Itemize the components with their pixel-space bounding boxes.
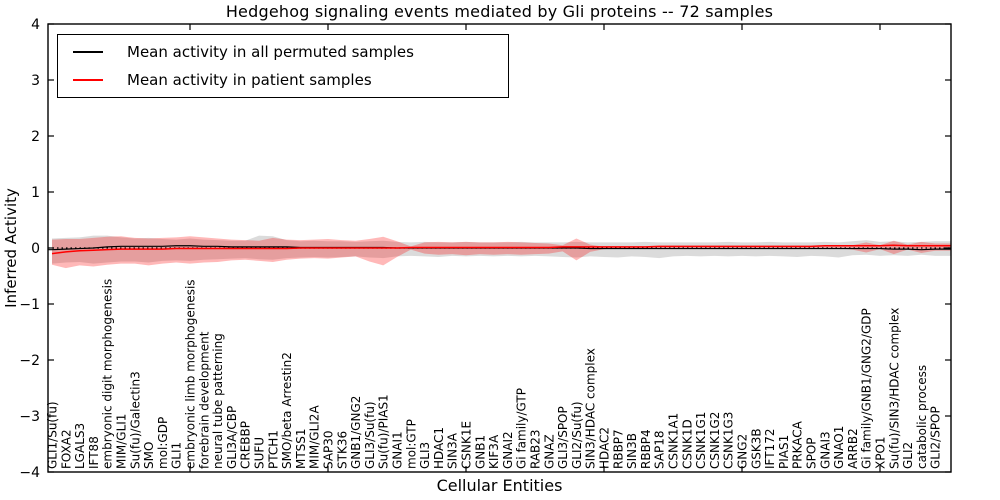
x-category-label: FOXA2 xyxy=(59,429,73,469)
y-tick-label: 1 xyxy=(31,185,40,201)
x-category-label: GNAI3 xyxy=(818,431,832,469)
x-category-label: STK36 xyxy=(335,431,349,469)
x-category-label: mol:GTP xyxy=(404,419,418,469)
x-category-label: Gi family/GTP xyxy=(515,388,529,469)
legend-entry-permuted: Mean activity in all permuted samples xyxy=(58,38,508,66)
patient-std-band xyxy=(52,236,951,269)
y-tick-label: −3 xyxy=(19,409,40,425)
x-category-label: CSNK1D xyxy=(680,419,694,469)
x-category-label: GLI2/SPOP xyxy=(929,406,943,469)
x-category-label: MIM/GLI1 xyxy=(115,414,129,469)
x-category-label: SAP18 xyxy=(653,430,667,469)
x-category-label: KIF3A xyxy=(487,434,501,469)
x-category-label: embryonic digit morphogenesis xyxy=(101,279,115,469)
x-category-label: GNAI2 xyxy=(501,431,515,469)
x-category-label: GSK3B xyxy=(749,428,763,469)
x-category-label: mol:GDP xyxy=(156,417,170,469)
x-category-label: CSNK1G2 xyxy=(708,412,722,469)
x-category-label: forebrain development xyxy=(197,331,211,469)
x-category-label: GLI3 xyxy=(418,442,432,469)
x-category-label: IFT88 xyxy=(87,436,101,469)
x-category-label: GLI2 xyxy=(901,442,915,469)
x-category-label: GNAI1 xyxy=(391,431,405,469)
x-category-label: PTCH1 xyxy=(266,430,280,469)
x-category-label: PRKACA xyxy=(791,420,805,469)
x-category-label: GLI1/Su(fu) xyxy=(46,401,60,469)
x-category-label: SIN3/HDAC complex xyxy=(584,348,598,469)
legend-line-black xyxy=(73,51,103,53)
x-category-label: GNAO1 xyxy=(832,426,846,469)
x-category-label: HDAC2 xyxy=(598,427,612,469)
y-tick-label: 3 xyxy=(31,73,40,89)
x-category-label: RBBP7 xyxy=(611,429,625,469)
x-category-label: GNB1 xyxy=(473,435,487,469)
x-category-label: SPOP xyxy=(805,437,819,469)
x-category-label: RBBP4 xyxy=(639,429,653,469)
chart-title: Hedgehog signaling events mediated by Gl… xyxy=(225,2,774,21)
legend: Mean activity in all permuted samples Me… xyxy=(57,34,509,98)
x-category-label: Gi family/GNB1/GNG2/GDP xyxy=(860,308,874,469)
x-category-label: CSNK1G3 xyxy=(722,412,736,469)
x-category-label: GLI2/Su(fu) xyxy=(570,401,584,469)
permuted-std-band xyxy=(52,235,951,264)
x-category-label: SUFU xyxy=(253,437,267,469)
y-tick-label: −2 xyxy=(19,353,40,369)
x-category-label: GLI1 xyxy=(170,442,184,469)
legend-label: Mean activity in patient samples xyxy=(127,71,372,89)
x-category-label: MTSS1 xyxy=(294,428,308,469)
patient-mean-line xyxy=(51,244,951,255)
x-category-label: IFT172 xyxy=(763,429,777,469)
x-category-label: PIAS1 xyxy=(777,435,791,469)
x-category-label: GNAZ xyxy=(542,434,556,469)
x-category-label: HDAC1 xyxy=(432,427,446,469)
x-category-label: SMO xyxy=(142,442,156,469)
x-category-label: embryonic limb morphogenesis xyxy=(184,279,198,469)
x-category-label: SMO/beta Arrestin2 xyxy=(280,352,294,469)
x-category-label: catabolic process xyxy=(915,365,929,469)
y-tick-label: −1 xyxy=(19,297,40,313)
y-tick-label: 4 xyxy=(31,17,40,33)
x-category-label: Su(fu)/PIAS1 xyxy=(377,394,391,469)
x-category-label: ARRB2 xyxy=(846,428,860,469)
x-category-label: XPO1 xyxy=(874,436,888,469)
x-axis-label: Cellular Entities xyxy=(436,476,563,495)
x-category-label: RAB23 xyxy=(529,429,543,469)
x-category-label: SIN3B xyxy=(625,433,639,469)
x-category-label: neural tube patterning xyxy=(211,333,225,469)
x-category-label: CSNK1E xyxy=(460,421,474,469)
legend-line-red xyxy=(73,79,103,81)
y-tick-label: 2 xyxy=(31,129,40,145)
y-tick-label: 0 xyxy=(31,241,40,257)
x-category-label: LGALS3 xyxy=(73,423,87,469)
x-category-label: MIM/GLI2A xyxy=(308,405,322,469)
x-category-label: CSNK1A1 xyxy=(667,413,681,469)
x-category-label: Su(fu)/Galectin3 xyxy=(128,371,142,469)
x-category-label: SAP30 xyxy=(322,430,336,469)
x-category-label: CSNK1G1 xyxy=(694,412,708,469)
x-category-label: GNB1/GNG2 xyxy=(349,396,363,469)
x-category-label: CREBBP xyxy=(239,421,253,469)
legend-entry-patient: Mean activity in patient samples xyxy=(58,66,508,94)
y-tick-label: −4 xyxy=(19,465,40,481)
x-category-label: GLI3/Su(fu) xyxy=(363,401,377,469)
x-category-label: SIN3A xyxy=(446,432,460,469)
legend-label: Mean activity in all permuted samples xyxy=(127,43,414,61)
x-category-label: GLI3A/CBP xyxy=(225,406,239,469)
x-category-label: GNG2 xyxy=(736,434,750,469)
x-category-label: GLI3/SPOP xyxy=(556,406,570,469)
x-category-label: Su(fu)/SIN3/HDAC complex xyxy=(887,308,901,469)
